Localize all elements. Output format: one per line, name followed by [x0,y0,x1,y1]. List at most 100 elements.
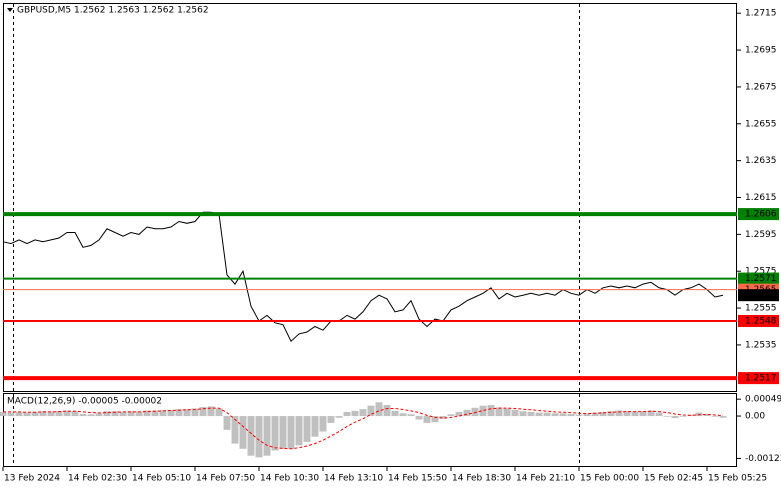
macd-bar [599,411,607,417]
macd-bar [327,416,335,423]
signal-line [3,407,724,450]
macd-bar [615,410,623,417]
macd-bar [7,412,15,417]
macd-bar [239,416,247,449]
main-panel-frame [3,3,737,392]
macd-bar [719,416,727,418]
level-label: 1.2606 [745,210,777,220]
macd-bar [151,410,159,417]
macd-bar [255,416,263,458]
macd-bar [103,411,111,417]
macd-bar [207,406,215,417]
macd-bar [271,416,279,451]
macd-bar [399,413,407,417]
level-label-box [738,208,779,221]
macd-bar [167,409,175,417]
macd-bar [463,409,471,417]
macd-bar [311,416,319,437]
y-tick-label: 1.2655 [745,119,777,129]
macd-bar [479,405,487,417]
macd-bar [711,416,719,417]
y-tick-label: 0.00 [745,412,765,422]
x-tick-label: 14 Feb 18:30 [452,474,511,484]
macd-bar [335,416,343,418]
macd-bar [655,412,663,417]
macd-bar [47,411,55,417]
level-label-box [738,272,779,285]
macd-bar [223,416,231,430]
macd-bar [567,413,575,417]
macd-bar [607,411,615,417]
macd-panel-frame [3,393,737,467]
y-tick-label: 1.2555 [745,304,777,314]
y-tick-label: 0.00049 [745,395,781,405]
macd-bar [143,410,151,417]
x-tick-label: 15 Feb 02:45 [644,474,703,484]
macd-bar [471,407,479,417]
y-tick-label: 1.2595 [745,230,777,240]
macd-bar [351,410,359,417]
macd-bar [175,409,183,417]
macd-bar [487,405,495,417]
macd-bar [111,411,119,417]
level-label-box [738,372,779,385]
macd-bar [95,413,103,417]
macd-bar [575,414,583,417]
macd-bar [519,411,527,417]
x-tick-label: 14 Feb 02:30 [68,474,127,484]
current-price-box [738,289,779,302]
macd-bar [0,411,7,417]
y-tick-label: 1.2575 [745,267,777,277]
macd-bar [559,413,567,417]
macd-bar [679,416,687,417]
x-tick-label: 14 Feb 15:50 [388,474,447,484]
price-line [2,211,724,343]
macd-bar [647,410,655,417]
x-tick-label: 14 Feb 13:10 [324,474,383,484]
x-tick-label: 14 Feb 21:10 [516,474,575,484]
macd-bar [287,416,295,449]
macd-bar [407,414,415,417]
macd-title: MACD(12,26,9) -0.00005 -0.00002 [7,397,162,407]
macd-bar [431,416,439,423]
macd-bar [319,416,327,432]
macd-bar [279,416,287,449]
macd-bar [231,416,239,444]
macd-bar [391,410,399,417]
macd-bar [535,412,543,417]
macd-bar [551,413,559,417]
x-tick-label: 15 Feb 00:00 [580,474,639,484]
macd-bar [703,413,711,417]
macd-bar [495,407,503,417]
macd-bar [191,408,199,417]
y-tick-label: 1.2535 [745,340,777,350]
macd-bar [583,413,591,417]
chart-title: GBPUSD,M5 1.2562 1.2563 1.2562 1.2562 [17,6,209,16]
y-tick-label: 1.2695 [745,46,777,56]
macd-bar [623,411,631,417]
y-tick-label: 1.2675 [745,82,777,92]
macd-bar [215,408,223,417]
macd-bar [639,411,647,417]
macd-bar [591,412,599,417]
level-label: 1.2517 [745,374,777,384]
x-tick-label: 14 Feb 10:30 [260,474,319,484]
macd-bar [511,409,519,417]
macd-bar [447,414,455,417]
macd-bar [375,402,383,417]
macd-bar [439,416,447,419]
x-tick-label: 14 Feb 05:10 [132,474,191,484]
macd-bar [31,411,39,417]
macd-bar [415,416,423,420]
x-tick-label: 15 Feb 05:25 [708,474,767,484]
y-tick-label: 1.2635 [745,156,777,166]
macd-bar [135,411,143,417]
x-tick-label: 13 Feb 2024 [4,474,60,484]
macd-bar [671,416,679,419]
menu-icon [7,8,13,12]
macd-bar [527,411,535,417]
macd-bar [79,413,87,417]
level-label-box [738,314,779,327]
macd-bar [39,411,47,417]
